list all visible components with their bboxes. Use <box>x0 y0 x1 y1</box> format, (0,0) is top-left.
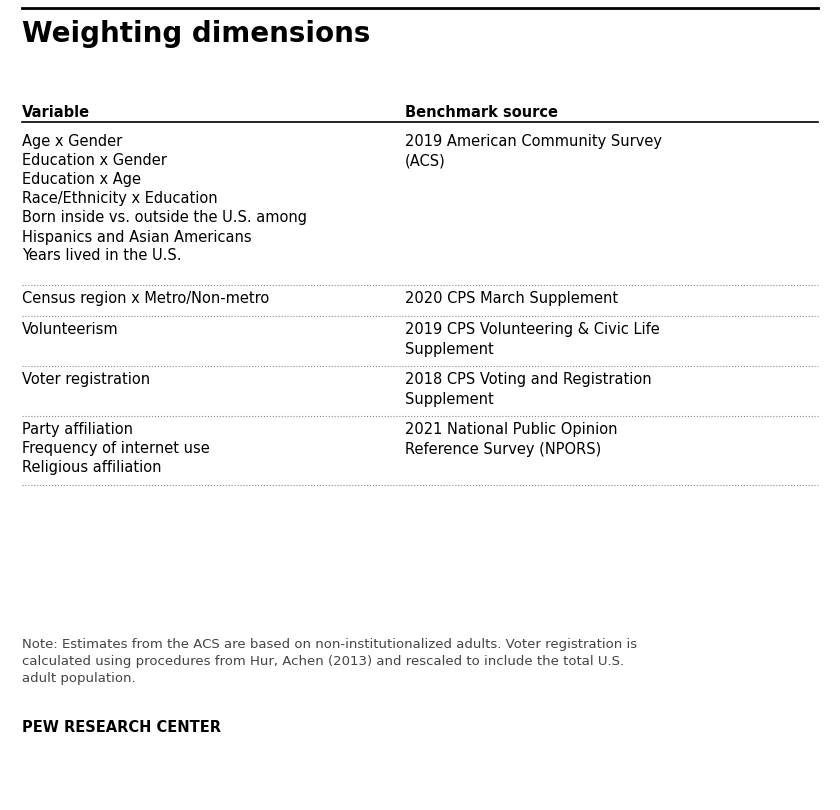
Text: Benchmark source: Benchmark source <box>405 105 558 120</box>
Text: Weighting dimensions: Weighting dimensions <box>22 20 370 48</box>
Text: Frequency of internet use: Frequency of internet use <box>22 441 210 456</box>
Text: Education x Age: Education x Age <box>22 172 141 187</box>
Text: Voter registration: Voter registration <box>22 372 150 387</box>
Text: Variable: Variable <box>22 105 90 120</box>
Text: Religious affiliation: Religious affiliation <box>22 460 161 475</box>
Text: Education x Gender: Education x Gender <box>22 153 167 168</box>
Text: 2018 CPS Voting and Registration
Supplement: 2018 CPS Voting and Registration Supplem… <box>405 372 652 407</box>
Text: 2019 CPS Volunteering & Civic Life
Supplement: 2019 CPS Volunteering & Civic Life Suppl… <box>405 322 659 356</box>
Text: 2019 American Community Survey
(ACS): 2019 American Community Survey (ACS) <box>405 134 662 168</box>
Text: Years lived in the U.S.: Years lived in the U.S. <box>22 248 181 263</box>
Text: PEW RESEARCH CENTER: PEW RESEARCH CENTER <box>22 720 221 735</box>
Text: Age x Gender: Age x Gender <box>22 134 123 149</box>
Text: Census region x Metro/Non-metro: Census region x Metro/Non-metro <box>22 291 270 306</box>
Text: Born inside vs. outside the U.S. among
Hispanics and Asian Americans: Born inside vs. outside the U.S. among H… <box>22 210 307 245</box>
Text: Volunteerism: Volunteerism <box>22 322 118 337</box>
Text: 2021 National Public Opinion
Reference Survey (NPORS): 2021 National Public Opinion Reference S… <box>405 422 617 457</box>
Text: 2020 CPS March Supplement: 2020 CPS March Supplement <box>405 291 618 306</box>
Text: Race/Ethnicity x Education: Race/Ethnicity x Education <box>22 191 218 206</box>
Text: Party affiliation: Party affiliation <box>22 422 133 437</box>
Text: Note: Estimates from the ACS are based on non-institutionalized adults. Voter re: Note: Estimates from the ACS are based o… <box>22 638 637 685</box>
